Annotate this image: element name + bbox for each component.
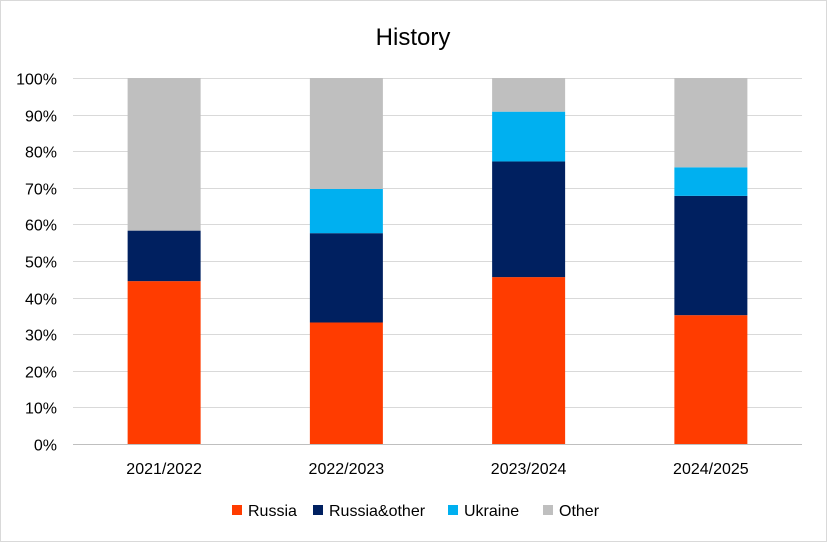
legend-label: Ukraine xyxy=(464,503,519,520)
legend-item: Russia&other xyxy=(313,503,426,520)
x-tick-label: 2023/2024 xyxy=(491,461,567,478)
legend-swatch xyxy=(232,505,242,515)
legend-item: Other xyxy=(543,503,600,520)
legend-swatch xyxy=(448,505,458,515)
bar-segment-ukraine xyxy=(492,111,566,162)
y-tick-label: 20% xyxy=(25,365,57,382)
bar-segment-other xyxy=(309,78,383,189)
legend-swatch xyxy=(313,505,323,515)
legend-label: Russia xyxy=(248,503,297,520)
bar-segment-other xyxy=(674,78,748,168)
bar-stack-2024-2025 xyxy=(674,78,748,444)
y-tick-label: 30% xyxy=(25,328,57,345)
legend-label: Russia&other xyxy=(329,503,426,520)
bar-stack-2022-2023 xyxy=(309,78,383,444)
legend-item: Ukraine xyxy=(448,503,519,520)
legend: Russia Russia&other Ukraine Other xyxy=(232,503,600,520)
y-tick-label: 60% xyxy=(25,218,57,235)
bar-stack-2023-2024 xyxy=(492,78,566,444)
y-tick-label: 90% xyxy=(25,109,57,126)
bar-segment-russia xyxy=(127,281,201,444)
bar-segment-russia xyxy=(492,277,566,444)
y-tick-label: 50% xyxy=(25,255,57,272)
x-tick-label: 2022/2023 xyxy=(309,461,385,478)
bar-segment-russia-other xyxy=(309,233,383,323)
chart-title: History xyxy=(376,24,451,51)
x-axis-tick-labels: 2021/2022 2022/2023 2023/2024 2024/2025 xyxy=(126,461,748,478)
x-tick-label: 2021/2022 xyxy=(126,461,202,478)
bar-segment-russia-other xyxy=(674,195,748,316)
y-tick-label: 40% xyxy=(25,292,57,309)
x-tick-label: 2024/2025 xyxy=(673,461,749,478)
y-axis-tick-labels: 0% 10% 20% 30% 40% 50% 60% 70% 80% 90% 100% xyxy=(16,72,57,455)
bar-segment-russia xyxy=(674,315,748,444)
bar-segment-other xyxy=(127,78,201,231)
legend-swatch xyxy=(543,505,553,515)
y-tick-label: 0% xyxy=(34,438,57,455)
legend-label: Other xyxy=(559,503,600,520)
legend-item: Russia xyxy=(232,503,297,520)
bar-segment-russia xyxy=(309,322,383,444)
y-tick-label: 10% xyxy=(25,401,57,418)
bar-segment-russia-other xyxy=(492,161,566,278)
bar-segment-other xyxy=(492,78,566,112)
y-tick-label: 100% xyxy=(16,72,57,89)
bar-segment-ukraine xyxy=(309,188,383,234)
bar-segment-russia-other xyxy=(127,230,201,282)
y-tick-label: 80% xyxy=(25,145,57,162)
y-tick-label: 70% xyxy=(25,182,57,199)
bar-stack-2021-2022 xyxy=(127,78,201,444)
bars xyxy=(127,78,748,444)
bar-segment-ukraine xyxy=(674,167,748,196)
